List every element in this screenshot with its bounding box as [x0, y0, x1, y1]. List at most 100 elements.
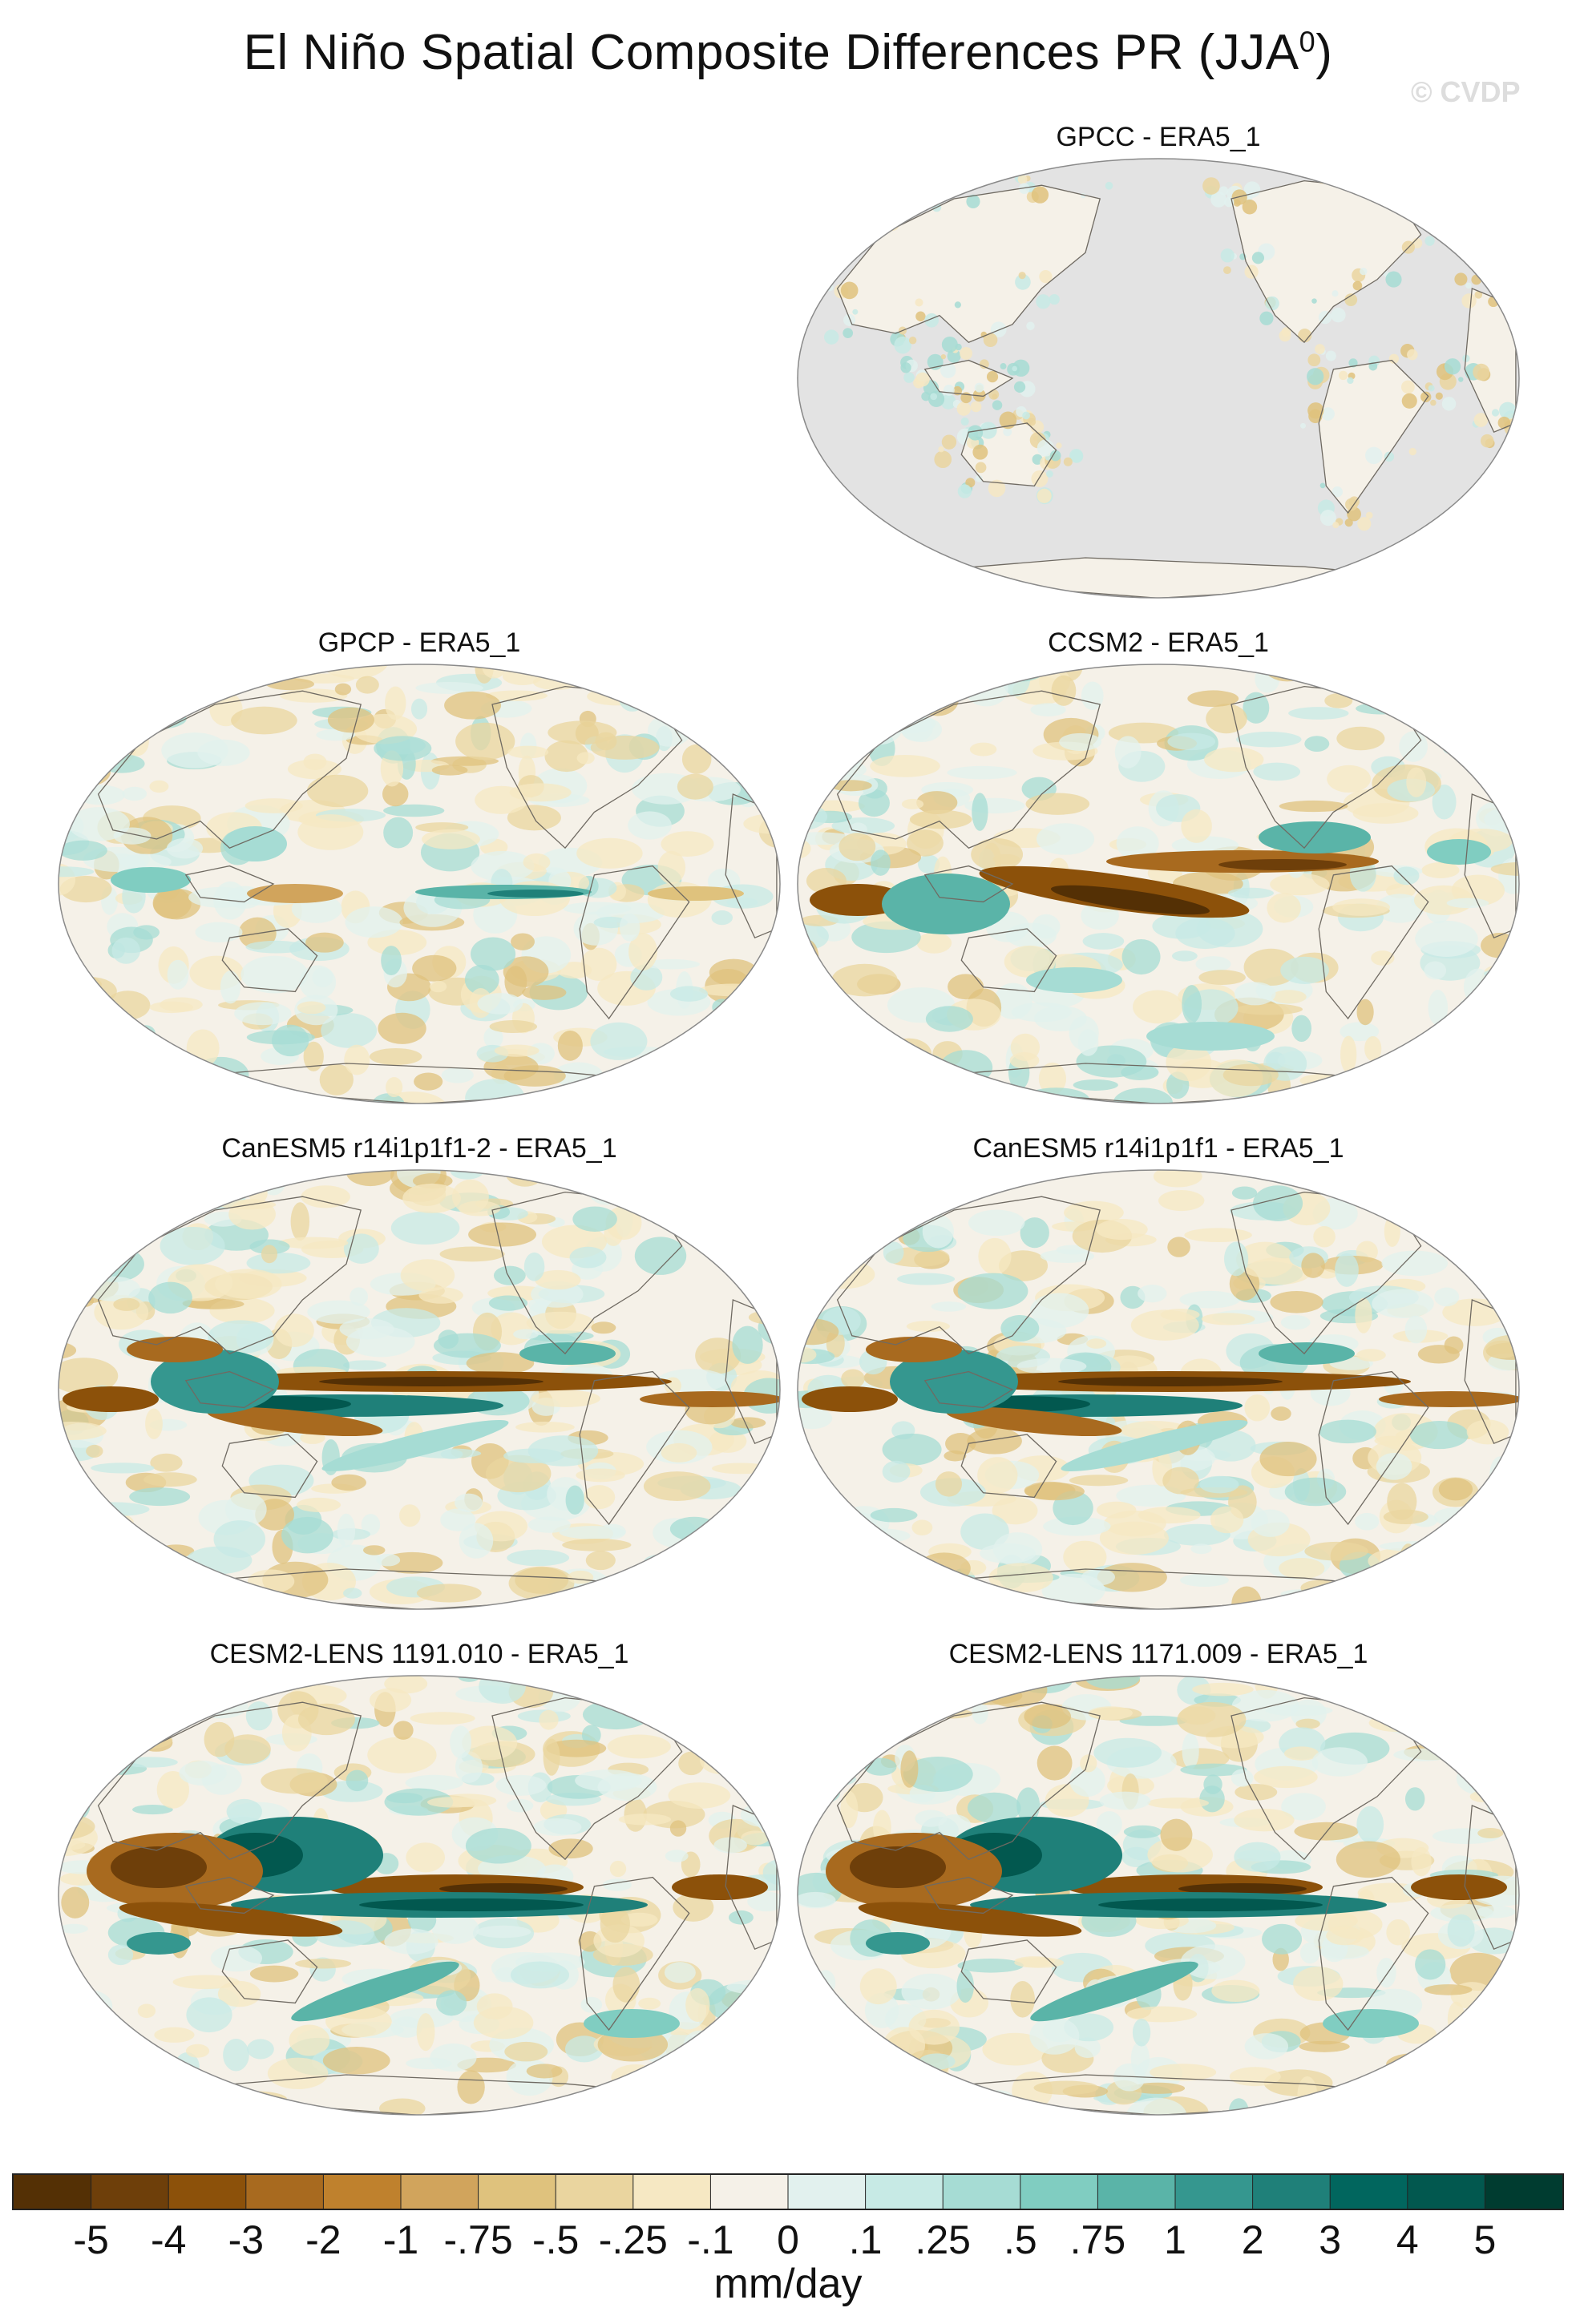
anomaly-blob: [410, 698, 428, 720]
anomaly-blob: [1300, 422, 1306, 429]
anomaly-blob: [290, 1202, 310, 1241]
anomaly-blob: [803, 1170, 827, 1201]
anomaly-blob: [523, 1252, 545, 1281]
anomaly-blob: [1401, 393, 1417, 409]
anomaly-blob: [72, 1294, 95, 1308]
anomaly-blob: [1429, 1538, 1486, 1553]
anomaly-blob: [1046, 470, 1053, 478]
anomaly-blob: [805, 777, 829, 802]
colorbar-tick-label: 4: [1396, 2217, 1419, 2262]
anomaly-blob: [1355, 1512, 1380, 1531]
anomaly-blob: [1399, 2088, 1429, 2104]
anomaly-blob: [683, 1029, 718, 1055]
anomaly-blob: [1029, 1676, 1061, 1680]
anomaly-blob: [123, 1757, 178, 1768]
anomaly-blob: [59, 1528, 94, 1546]
anomaly-blob: [969, 742, 997, 757]
anomaly-blob: [669, 1820, 687, 1837]
anomaly-blob: [149, 780, 169, 793]
anomaly-blob: [1177, 1701, 1247, 1737]
anomaly-blob: [68, 1218, 107, 1236]
anomaly-blob: [485, 690, 548, 701]
anomaly-blob: [1004, 945, 1056, 978]
anomaly-blob: [1182, 1733, 1199, 1769]
anomaly-blob: [1385, 271, 1402, 288]
anomaly-blob: [1411, 1067, 1457, 1091]
anomaly-blob: [1503, 1568, 1519, 1583]
anomaly-blob: [972, 793, 988, 831]
anomaly-blob: [459, 1523, 494, 1559]
anomaly-blob: [1010, 1033, 1041, 1062]
anomaly-blob: [539, 1709, 559, 1730]
anomaly-blob: [899, 1205, 931, 1216]
anomaly-blob: [1311, 298, 1317, 304]
anomaly-blob: [1180, 1944, 1246, 1979]
anomaly-blob: [1454, 272, 1468, 286]
anomaly-band: [119, 1902, 343, 1937]
anomaly-blob: [507, 1798, 534, 1813]
anomaly-blob: [798, 1891, 836, 1909]
anomaly-blob: [677, 773, 713, 800]
anomaly-blob: [758, 2097, 780, 2115]
anomaly-blob: [533, 1818, 582, 1836]
anomaly-blob: [811, 1781, 841, 1803]
anomaly-blob: [612, 1967, 641, 2003]
anomaly-blob: [194, 2082, 227, 2095]
anomaly-blob: [164, 2101, 225, 2115]
anomaly-blob: [1163, 1523, 1230, 1546]
anomaly-blob: [815, 1574, 869, 1588]
colorbar-tick-label: 1: [1164, 2217, 1186, 2262]
anomaly-blob: [1414, 885, 1474, 915]
anomaly-blob: [798, 1995, 831, 2033]
anomaly-blob: [379, 2098, 426, 2115]
anomaly-blob: [721, 1509, 756, 1520]
anomaly-blob: [620, 1912, 658, 1927]
anomaly-blob: [63, 977, 117, 1006]
anomaly-blob: [1428, 385, 1435, 392]
anomaly-blob: [179, 1761, 227, 1786]
anomaly-blob: [678, 1751, 705, 1776]
anomaly-blob: [999, 411, 1017, 430]
anomaly-blob: [1229, 2067, 1281, 2087]
anomaly-blob: [1428, 220, 1438, 230]
anomaly-blob: [244, 798, 303, 813]
anomaly-band: [127, 1932, 191, 1955]
anomaly-blob: [546, 1739, 607, 1757]
anomaly-blob: [1458, 377, 1464, 382]
coastline: [184, 865, 275, 903]
anomaly-blob: [897, 1273, 956, 1285]
anomaly-blob: [331, 1474, 366, 1491]
coastline: [923, 1876, 1014, 1914]
colorbar-swatch: [91, 2175, 169, 2209]
anomaly-blob: [1242, 199, 1258, 215]
anomaly-blob: [743, 1709, 780, 1742]
anomaly-blob: [345, 906, 403, 938]
anomaly-blob: [85, 1276, 140, 1301]
anomaly-blob: [1236, 731, 1302, 748]
anomaly-blob: [195, 922, 243, 942]
anomaly-blob: [1409, 1421, 1469, 1450]
anomaly-blob: [915, 311, 926, 321]
anomaly-blob: [1511, 295, 1519, 307]
anomaly-blob: [166, 837, 204, 859]
anomaly-blob: [929, 1676, 996, 1693]
anomaly-blob: [1000, 363, 1007, 370]
anomaly-blob: [1080, 1754, 1097, 1773]
anomaly-blob: [504, 966, 527, 998]
colorbar-tick-label: .5: [1003, 2217, 1037, 2262]
anomaly-blob: [1027, 418, 1037, 426]
anomaly-blob: [346, 1769, 369, 1792]
anomaly-blob: [810, 1979, 829, 2013]
anomaly-blob: [1477, 1827, 1504, 1839]
anomaly-blob: [1387, 1676, 1436, 1709]
anomaly-blob: [975, 474, 983, 482]
anomaly-blob: [515, 1422, 575, 1433]
anomaly-blob: [126, 1676, 154, 1713]
anomaly-blob: [1031, 186, 1049, 204]
anomaly-blob: [1234, 982, 1276, 1006]
anomaly-blob: [940, 353, 947, 360]
anomaly-blob: [106, 1576, 174, 1609]
anomaly-band: [1030, 1961, 1198, 2022]
anomaly-blob: [979, 359, 989, 369]
anomaly-blob: [1039, 269, 1053, 284]
